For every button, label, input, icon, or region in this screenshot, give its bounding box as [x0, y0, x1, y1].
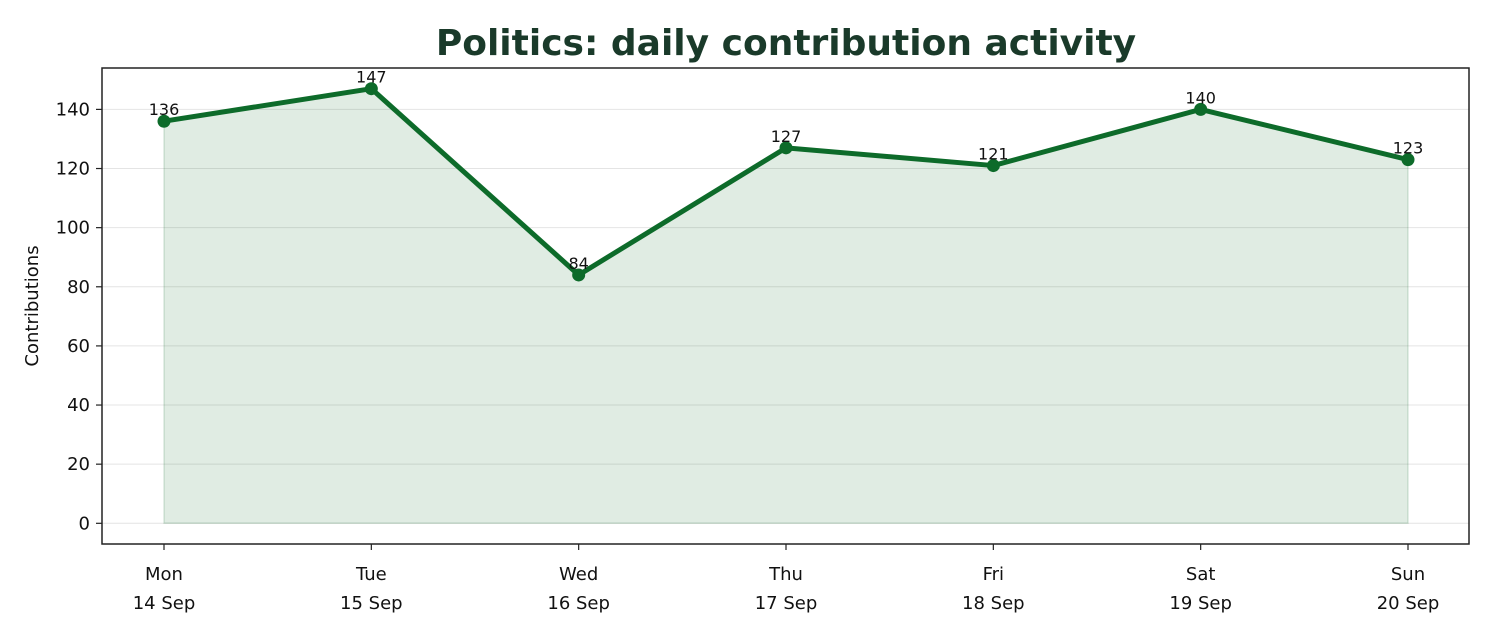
chart-title: Politics: daily contribution activity	[436, 23, 1136, 64]
data-point	[364, 82, 378, 96]
y-axis: 0 20 40 60 80 100 120 140	[56, 99, 102, 534]
x-tick-label-day: Sun	[1391, 564, 1425, 585]
data-point	[157, 114, 171, 128]
x-tick-label-day: Thu	[768, 564, 803, 585]
y-tick-label: 60	[67, 336, 90, 357]
x-tick-label-day: Fri	[983, 564, 1004, 585]
y-tick-label: 100	[56, 218, 90, 239]
y-tick-label: 40	[67, 395, 90, 416]
x-tick-label-date: 20 Sep	[1377, 593, 1440, 614]
x-tick-label-date: 19 Sep	[1169, 593, 1232, 614]
data-label: 136	[149, 100, 180, 119]
data-point	[986, 159, 1000, 173]
data-label: 84	[568, 254, 588, 273]
x-tick-label-date: 16 Sep	[547, 593, 610, 614]
y-tick-label: 120	[56, 159, 90, 180]
data-point	[572, 268, 586, 282]
x-tick-label-day: Tue	[355, 564, 387, 585]
x-axis: Mon 14 Sep Tue 15 Sep Wed 16 Sep Thu 17 Sep Fri 1…	[133, 544, 1440, 614]
data-labels-layer: 136 147 84 127 121 140 123	[149, 68, 1424, 273]
points-layer	[157, 82, 1415, 282]
x-tick-label-date: 17 Sep	[755, 593, 818, 614]
x-tick-label-date: 18 Sep	[962, 593, 1025, 614]
y-axis-label: Contributions	[22, 245, 43, 366]
data-label: 127	[771, 127, 802, 146]
y-tick-label: 80	[67, 277, 90, 298]
data-point	[1194, 102, 1208, 116]
data-label: 147	[356, 68, 387, 87]
y-tick-label: 20	[67, 454, 90, 475]
data-point	[779, 141, 793, 155]
data-label: 123	[1393, 139, 1424, 158]
y-tick-label: 140	[56, 99, 90, 120]
data-label: 140	[1185, 88, 1216, 107]
y-tick-label: 0	[79, 513, 90, 534]
x-tick-label-day: Wed	[559, 564, 598, 585]
x-tick-label-date: 15 Sep	[340, 593, 403, 614]
x-tick-label-date: 14 Sep	[133, 593, 196, 614]
data-label: 121	[978, 145, 1009, 164]
grid-layer	[102, 108, 1469, 524]
x-tick-label-day: Sat	[1186, 564, 1216, 585]
x-tick-label-day: Mon	[145, 564, 183, 585]
data-point	[1401, 153, 1415, 167]
